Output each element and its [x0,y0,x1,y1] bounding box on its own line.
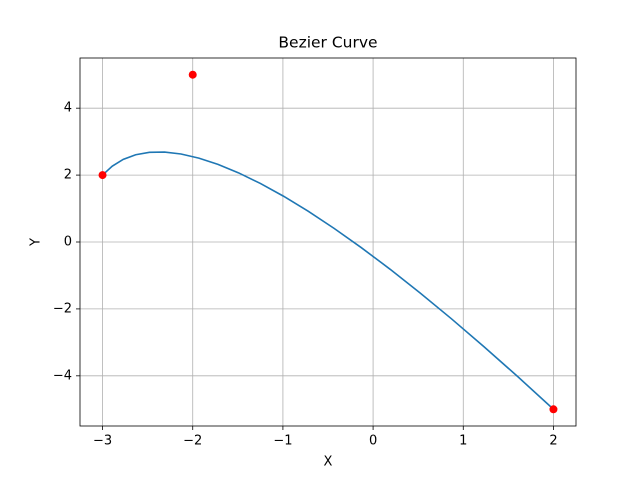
y-axis-label: Y [29,238,44,247]
y-tick-label: −2 [53,301,72,316]
x-tick-label: −3 [93,434,112,449]
curve [102,151,554,410]
x-tick-label: 0 [369,434,377,449]
grid [80,58,576,426]
y-tick-label: −4 [53,368,72,383]
x-axis-label: X [324,455,333,470]
x-tick-label: −1 [273,434,292,449]
y-tick-label: 0 [64,235,72,250]
control-point [98,171,107,180]
control-point [549,405,558,414]
x-tick-label: 2 [549,434,557,449]
y-tick-label: 2 [64,168,72,183]
plot-area [98,70,558,414]
x-tick-label: 1 [459,434,467,449]
control-point [188,70,197,79]
y-tick-label: 4 [64,101,72,116]
chart-title: Bezier Curve [278,34,377,52]
x-tick-label: −2 [183,434,202,449]
